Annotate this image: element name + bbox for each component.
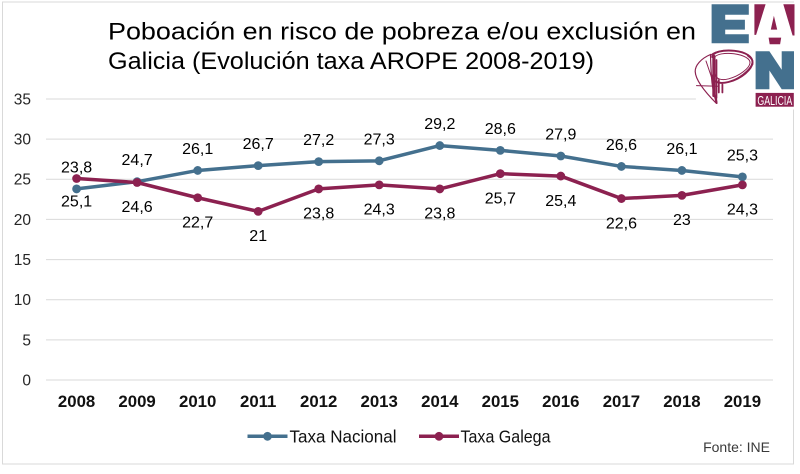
- svg-text:25,7: 25,7: [485, 190, 516, 207]
- svg-text:2008: 2008: [58, 392, 95, 411]
- svg-text:2013: 2013: [361, 392, 398, 411]
- svg-text:25,1: 25,1: [61, 194, 92, 211]
- svg-text:23,8: 23,8: [424, 206, 455, 223]
- svg-text:2019: 2019: [724, 392, 761, 411]
- svg-text:2014: 2014: [421, 392, 459, 411]
- svg-text:25,4: 25,4: [545, 193, 576, 210]
- svg-text:24,7: 24,7: [122, 152, 153, 169]
- svg-text:27,3: 27,3: [364, 131, 395, 148]
- svg-text:29,2: 29,2: [424, 116, 455, 133]
- svg-text:24,3: 24,3: [727, 202, 758, 219]
- svg-text:23,8: 23,8: [61, 159, 92, 176]
- svg-text:Taxa Nacional: Taxa Nacional: [290, 427, 397, 447]
- svg-text:30: 30: [14, 132, 32, 149]
- svg-text:22,7: 22,7: [182, 215, 213, 232]
- svg-text:2015: 2015: [482, 392, 519, 411]
- svg-text:23: 23: [673, 212, 691, 229]
- svg-text:2009: 2009: [118, 392, 155, 411]
- svg-text:25,3: 25,3: [727, 147, 758, 164]
- svg-text:Fonte: INE: Fonte: INE: [703, 439, 770, 455]
- svg-text:24,6: 24,6: [122, 199, 153, 216]
- svg-text:2016: 2016: [542, 392, 579, 411]
- svg-text:24,3: 24,3: [364, 202, 395, 219]
- svg-text:20: 20: [14, 212, 32, 229]
- svg-text:27,2: 27,2: [303, 132, 334, 149]
- svg-text:26,1: 26,1: [182, 141, 213, 158]
- svg-text:26,7: 26,7: [243, 136, 274, 153]
- svg-text:2018: 2018: [663, 392, 700, 411]
- svg-text:23,8: 23,8: [303, 206, 334, 223]
- svg-text:2010: 2010: [179, 392, 216, 411]
- svg-text:2011: 2011: [240, 392, 276, 411]
- svg-text:35: 35: [14, 91, 31, 108]
- svg-text:26,1: 26,1: [666, 141, 697, 158]
- svg-text:27,9: 27,9: [545, 127, 576, 144]
- svg-text:Poboación en risco de pobreza: Poboación en risco de pobreza e/ou exclu…: [108, 19, 696, 46]
- svg-text:2012: 2012: [300, 392, 337, 411]
- svg-text:21: 21: [249, 228, 267, 245]
- svg-text:GALICIA: GALICIA: [757, 94, 792, 108]
- svg-text:10: 10: [14, 292, 32, 309]
- svg-text:15: 15: [14, 252, 31, 269]
- svg-text:5: 5: [22, 332, 31, 349]
- svg-text:22,6: 22,6: [606, 215, 637, 232]
- svg-text:26,6: 26,6: [606, 137, 637, 154]
- svg-text:Taxa Galega: Taxa Galega: [461, 427, 551, 447]
- svg-text:2017: 2017: [603, 392, 640, 411]
- svg-text:Galicia (Evolución taxa AROPE: Galicia (Evolución taxa AROPE 2008-2019): [108, 48, 594, 75]
- svg-text:25: 25: [14, 172, 31, 189]
- svg-text:28,6: 28,6: [485, 121, 516, 138]
- svg-text:0: 0: [22, 372, 31, 389]
